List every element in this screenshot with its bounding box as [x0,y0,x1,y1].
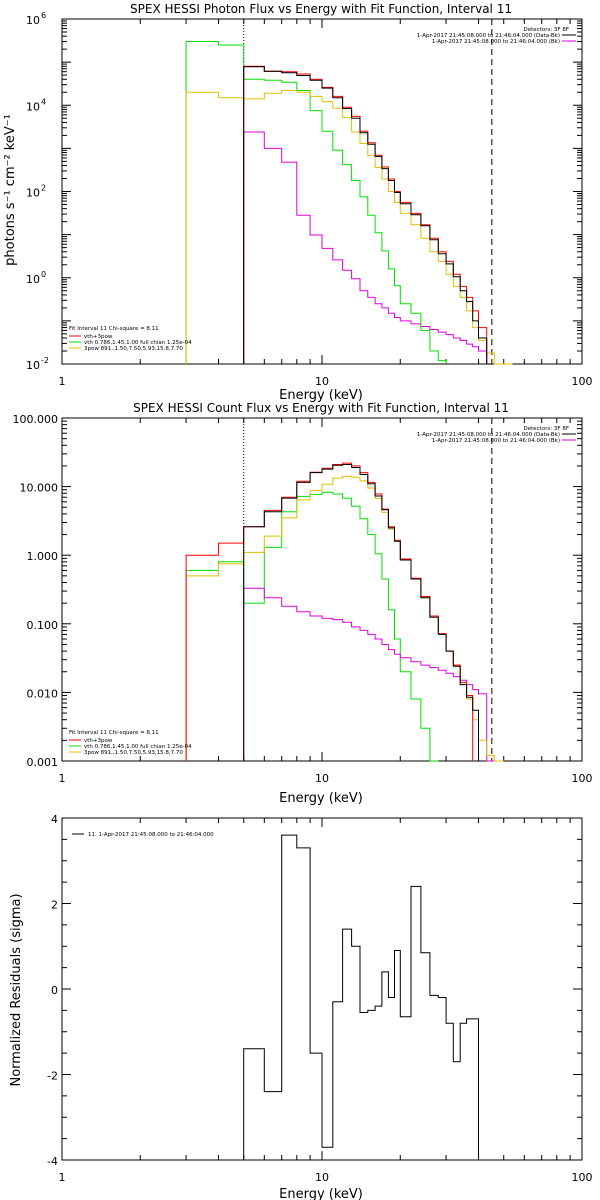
y-tick-label: 10.000 [20,482,59,495]
series-total [243,66,488,364]
y-tick-exponent: 4 [41,97,46,106]
photon-legend-bk: 1-Apr-2017 21:45:08.000 to 21:46:04.000 … [432,39,560,45]
y-tick-base: 10 [26,359,40,372]
count-axes: 1 10 100 0.001 0.010 0.100 1.000 10.000 100.000 [13,413,593,785]
count-legend-fit-header: Fit Interval 11 Chi-square = 8.11 [69,730,159,736]
y-tick-label: 2 [51,899,58,912]
y-tick-label: 10 [26,359,40,372]
series-background [243,131,488,364]
y-tick-label: 1.000 [27,550,59,563]
count-legend-data-bk: 1-Apr-2017 21:45:08.000 to 21:46:04.000 … [417,432,560,438]
y-tick-exponent: 0 [41,270,46,279]
y-tick-label: 4 [51,813,58,826]
y-tick-exponent: -2 [41,356,49,365]
photon-legend-data-bk: 1-Apr-2017 21:45:08.000 to 21:46:04.000 … [417,33,560,39]
y-tick-base: 10 [26,14,40,27]
residuals-x-axis-label: Energy (keV) [279,1187,363,1200]
y-tick-label: 0.100 [27,619,59,632]
y-tick-base: 10 [26,100,40,113]
series-vth [185,491,439,762]
y-tick-label: 10 [26,187,40,200]
x-tick-label: 100 [572,772,593,785]
x-tick-label: 1 [59,1171,66,1184]
residuals-series [243,834,479,1160]
y-tick-label: -2 [47,1070,58,1083]
photon-legend-fit-header: Fit Interval 11 Chi-square = 8.11 [69,326,159,332]
y-tick-label: 0.001 [27,756,59,769]
residuals-panel: 1 10 100 -4 -2 0 2 4 Energy (keV) Normalized Re… [9,813,593,1200]
x-tick-label: 1 [59,772,66,785]
count-series [185,462,504,762]
y-tick-label: 10 [26,100,40,113]
y-tick-label: 10 [26,273,40,286]
photon-x-axis-label: Energy (keV) [279,388,363,403]
y-tick-label: -4 [47,1155,58,1168]
x-tick-label: 10 [315,1171,329,1184]
count-legend-vth3pow: vth+3pow [84,738,113,744]
y-tick-exponent: 2 [41,184,46,193]
count-legend-bk: 1-Apr-2017 21:45:08.000 to 21:46:04.000 … [432,438,560,444]
y-tick-exponent: 6 [41,11,46,20]
series-vth-plus-3pow [243,65,488,364]
photon-plot-frame [61,18,583,365]
count-legend-vth: vth 0.786,1.45,1.00 full chian 1.25e-04 [84,744,192,750]
x-tick-label: 10 [315,772,329,785]
y-tick-label: 0.010 [27,687,59,700]
x-tick-label: 100 [572,375,593,388]
y-tick-base: 10 [26,273,40,286]
residuals-legend-label: 11. 1-Apr-2017 21:45:08.000 to 21:46:04.… [88,832,214,838]
count-legend-top-right: Detectors: 3F 8F 1-Apr-2017 21:45:08.000… [417,426,576,444]
photon-legend-bottom-left: Fit Interval 11 Chi-square = 8.11 vth+3p… [69,326,192,352]
photon-series [185,41,513,365]
photon-legend-top-right: Detectors: 3F 8F 1-Apr-2017 21:45:08.000… [417,27,576,45]
count-legend-3pow: 3pow 891.,1.50,7.50,5.93,15.8,7.70 [84,750,183,756]
y-tick-label: 100.000 [13,413,59,426]
photon-legend-vth3pow: vth+3pow [84,334,113,340]
series-3pow [185,90,513,365]
residuals-legend: 11. 1-Apr-2017 21:45:08.000 to 21:46:04.… [72,832,214,838]
residuals-y-axis-label: Normalized Residuals (sigma) [9,893,24,1086]
series-3pow [185,475,504,762]
photon-flux-panel: SPEX HESSI Photon Flux vs Energy with Fi… [3,2,593,403]
series-vth [185,41,447,364]
series-total [243,464,479,761]
y-tick-base: 10 [26,187,40,200]
photon-legend-3pow: 3pow 891.,1.50,7.50,5.93,15.8,7.70 [84,346,183,352]
photon-chart-title: SPEX HESSI Photon Flux vs Energy with Fi… [130,2,512,16]
residuals-axes: 1 10 100 -4 -2 0 2 4 [47,813,592,1184]
count-legend-detectors: Detectors: 3F 8F [523,426,569,432]
photon-y-axis-label: photons s⁻¹ cm⁻² keV⁻¹ [3,114,18,266]
x-tick-label: 10 [315,375,329,388]
photon-legend-detectors: Detectors: 3F 8F [523,27,569,33]
count-flux-panel: SPEX HESSI Count Flux vs Energy with Fit… [13,401,593,806]
x-tick-label: 1 [59,375,66,388]
y-tick-label: 0 [51,984,58,997]
count-x-axis-label: Energy (keV) [279,791,363,806]
series-background [243,587,495,762]
count-chart-title: SPEX HESSI Count Flux vs Energy with Fit… [133,401,509,415]
x-tick-label: 100 [572,1171,593,1184]
count-legend-bottom-left: Fit Interval 11 Chi-square = 8.11 vth+3p… [69,730,192,756]
y-tick-label: 10 [26,14,40,27]
series-total [243,834,479,1160]
photon-legend-vth: vth 0.786,1.45,1.00 full chian 1.25e-04 [84,340,192,346]
